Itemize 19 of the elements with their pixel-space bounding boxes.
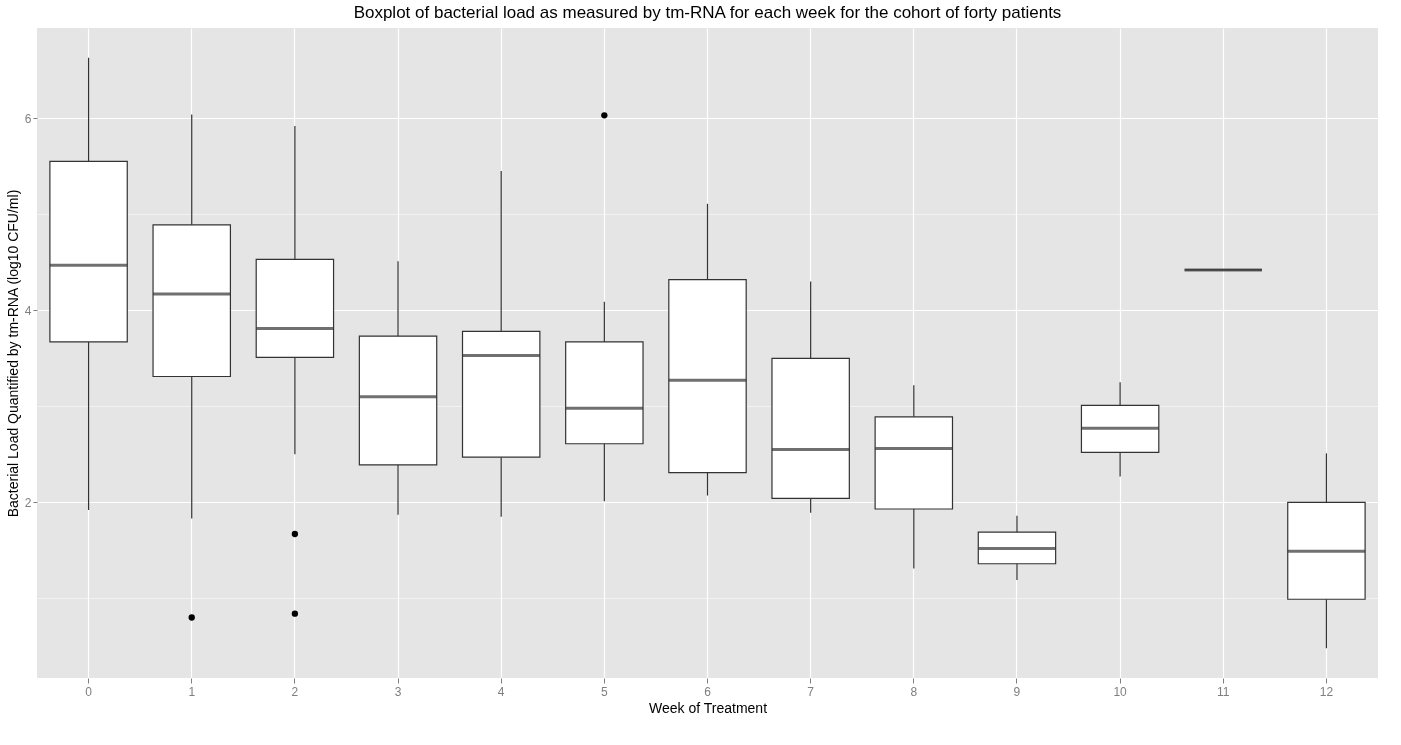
x-tick-label: 7 (807, 684, 815, 699)
x-tick-label: 3 (394, 684, 402, 699)
x-tick-label: 8 (910, 684, 918, 699)
x-tick-label: 0 (85, 684, 93, 699)
y-tick-label: 2 (24, 495, 32, 510)
x-tick-label: 4 (497, 684, 505, 699)
y-tick-label: 4 (24, 303, 32, 318)
x-tick-label: 5 (601, 684, 608, 699)
x-tick-label: 10 (1113, 684, 1128, 699)
y-tick-label: 6 (24, 111, 32, 126)
x-tick-label: 2 (291, 684, 299, 699)
x-axis-title: Week of Treatment (648, 699, 768, 716)
x-tick-label: 1 (188, 684, 196, 699)
x-tick-label: 6 (704, 684, 712, 699)
x-tick-label: 9 (1013, 684, 1021, 699)
x-tick-label: 12 (1319, 684, 1334, 699)
x-tick-label: 11 (1217, 684, 1230, 699)
y-axis-title: Bacterial Load Quantified by tm-RNA (log10 CFU/ml) (4, 189, 21, 518)
chart-title: Boxplot of bacterial load as measured by tm-RNA for each week for the cohort of forty patients (353, 3, 1062, 22)
